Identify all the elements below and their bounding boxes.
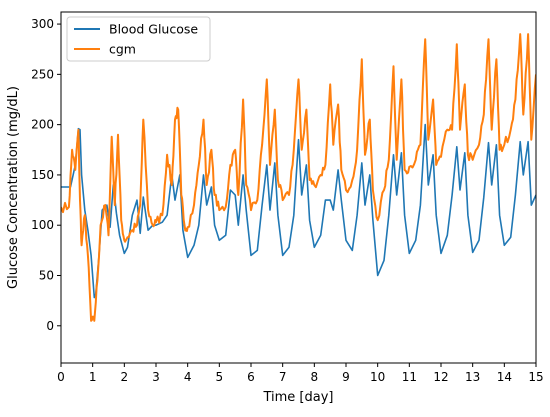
y-tick-label: 50 [39, 269, 54, 283]
x-axis-ticks: 0 1 2 3 4 5 6 7 8 9 10 11 12 13 14 15 [57, 363, 544, 384]
y-tick-label: 0 [46, 319, 54, 333]
x-tick-label: 14 [497, 370, 512, 384]
x-axis-label: Time [day] [262, 390, 333, 405]
y-axis-label: Glucose Concentration (mg/dL) [6, 86, 21, 289]
plot-frame [60, 11, 537, 364]
y-tick-label: 150 [31, 168, 54, 182]
x-tick-label: 11 [402, 370, 417, 384]
legend-label: Blood Glucose [109, 22, 198, 37]
legend-label: cgm [109, 42, 136, 57]
plot-lines [61, 33, 536, 322]
x-tick-label: 8 [311, 370, 319, 384]
y-tick-label: 200 [31, 118, 54, 132]
legend: Blood Glucose cgm [66, 16, 211, 62]
x-tick-label: 12 [433, 370, 448, 384]
legend-box [66, 16, 211, 62]
y-tick-label: 300 [31, 17, 54, 31]
y-axis-ticks: 0 50 100 150 200 250 300 [31, 17, 61, 333]
series-line-cgm [61, 33, 536, 322]
x-tick-label: 4 [184, 370, 192, 384]
x-tick-label: 15 [528, 370, 543, 384]
x-tick-label: 0 [57, 370, 65, 384]
x-tick-label: 5 [216, 370, 224, 384]
y-tick-label: 250 [31, 67, 54, 81]
x-tick-label: 2 [121, 370, 129, 384]
x-tick-label: 3 [152, 370, 160, 384]
x-tick-label: 6 [247, 370, 255, 384]
x-tick-label: 9 [342, 370, 350, 384]
x-tick-label: 13 [465, 370, 480, 384]
series-line-blood-glucose [61, 123, 536, 299]
x-tick-label: 10 [370, 370, 385, 384]
x-tick-label: 7 [279, 370, 287, 384]
x-tick-label: 1 [89, 370, 97, 384]
y-tick-label: 100 [31, 218, 54, 232]
